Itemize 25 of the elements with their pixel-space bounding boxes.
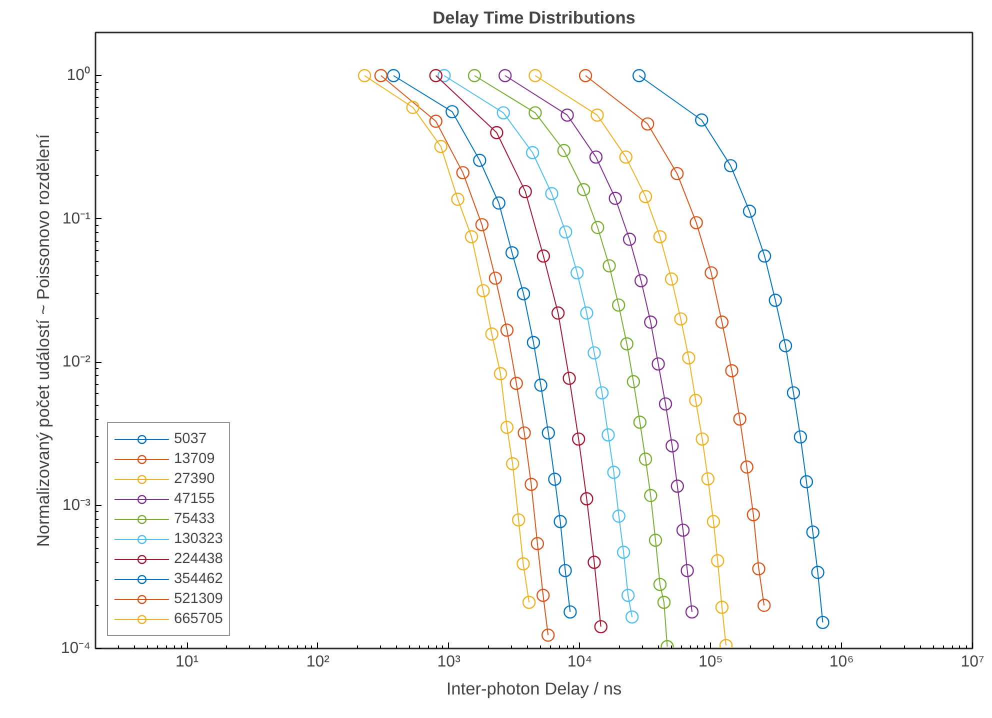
x-tick-label: 10⁴ (567, 654, 592, 670)
y-tick-label: 10⁻¹ (62, 210, 90, 228)
x-tick-label: 10⁷ (960, 654, 985, 670)
x-tick-label: 10¹ (175, 654, 199, 670)
y-axis-title: Normalizovaný počet událostí ~ Poissonovo rozdělení (32, 134, 53, 547)
y-tick-label: 10⁻³ (62, 496, 92, 514)
legend-label: 665705 (174, 611, 223, 627)
legend-label: 5037 (174, 431, 207, 447)
legend-label: 354462 (174, 571, 223, 587)
legend-label: 27390 (174, 471, 215, 487)
x-tick-label: 10² (306, 654, 330, 670)
y-tick-label: 10⁻² (62, 354, 92, 371)
x-tick-label: 10⁶ (829, 654, 854, 670)
x-tick-label: 10⁵ (698, 654, 723, 670)
legend-label: 130323 (174, 531, 223, 547)
chart-title: Delay Time Distributions (432, 8, 636, 28)
legend-label: 47155 (174, 491, 215, 507)
legend-label: 521309 (174, 591, 223, 607)
x-tick-label: 10³ (437, 654, 462, 670)
y-tick-label: 10⁻⁴ (60, 640, 91, 657)
legend-label: 13709 (174, 451, 215, 467)
legend-label: 224438 (174, 551, 223, 567)
x-axis-title: Inter-photon Delay / ns (446, 678, 622, 698)
legend-label: 75433 (174, 511, 215, 527)
y-tick-label: 10⁰ (66, 66, 90, 84)
